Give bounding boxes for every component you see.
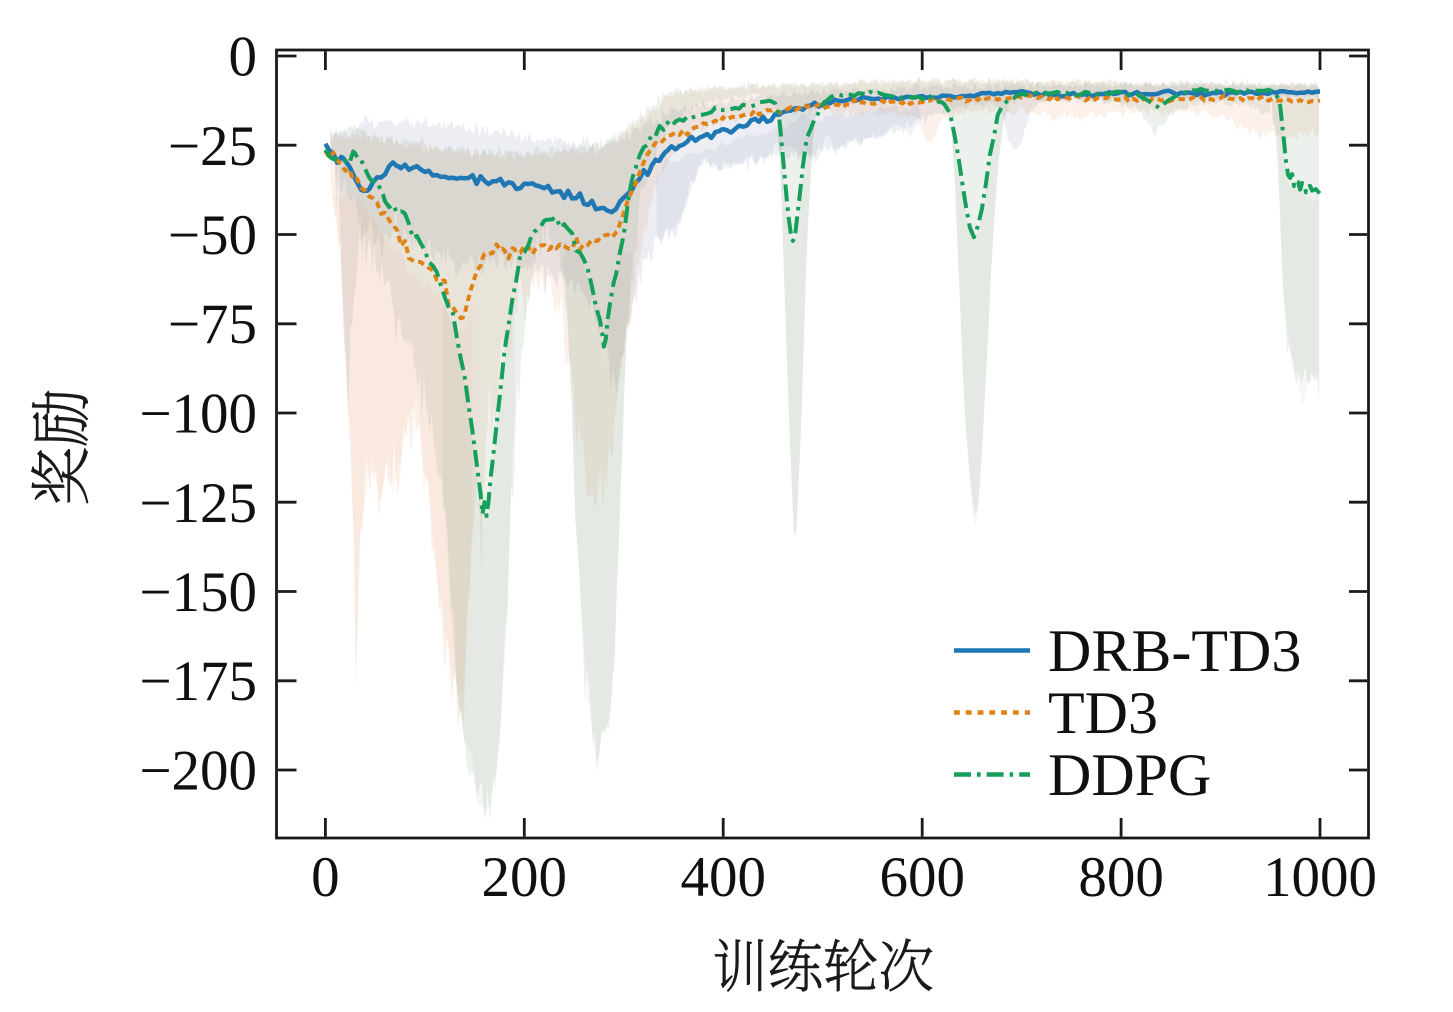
svg-text:−175: −175 (139, 650, 257, 713)
svg-text:200: 200 (482, 846, 568, 909)
svg-text:1000: 1000 (1263, 846, 1377, 909)
svg-text:−200: −200 (139, 740, 257, 803)
svg-text:−50: −50 (168, 204, 257, 267)
svg-text:600: 600 (879, 846, 965, 909)
svg-text:DDPG: DDPG (1048, 742, 1211, 808)
svg-text:800: 800 (1078, 846, 1164, 909)
svg-text:0: 0 (311, 846, 340, 909)
svg-text:0: 0 (229, 26, 258, 89)
svg-text:−150: −150 (139, 561, 257, 624)
svg-text:DRB-TD3: DRB-TD3 (1048, 618, 1301, 684)
svg-text:−25: −25 (168, 115, 257, 178)
svg-text:−75: −75 (168, 293, 257, 356)
svg-text:400: 400 (680, 846, 766, 909)
svg-text:−125: −125 (139, 472, 257, 535)
svg-text:TD3: TD3 (1048, 680, 1158, 746)
svg-text:−100: −100 (139, 383, 257, 446)
